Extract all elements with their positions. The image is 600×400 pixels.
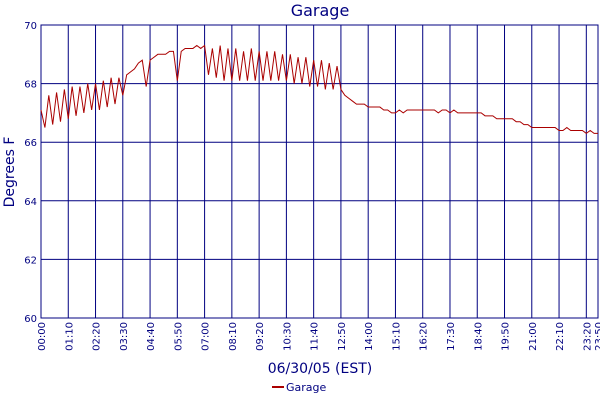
y-tick-label: 66 [24,138,37,149]
x-tick-label: 16:20 [419,322,430,351]
x-tick-label: 03:30 [119,322,130,351]
x-tick-label: 08:10 [228,322,239,351]
legend-label: Garage [286,381,327,394]
x-tick-label: 11:40 [310,322,321,351]
chart-title: Garage [291,1,350,20]
plot-area [40,24,599,319]
y-axis-label: Degrees F [2,137,18,208]
x-tick-label: 04:40 [146,322,157,351]
x-tick-label: 21:00 [528,322,539,351]
x-tick-label: 15:10 [391,322,402,351]
x-tick-label: 22:10 [555,322,566,351]
y-tick-label: 64 [24,197,37,208]
x-axis-label: 06/30/05 (EST) [268,361,373,377]
x-tick-label: 00:00 [37,322,48,351]
data-line [40,44,598,135]
x-tick-label: 10:30 [282,322,293,351]
x-tick-label: 05:50 [173,322,184,351]
y-tick-label: 68 [24,80,37,91]
x-tick-label: 01:10 [64,322,75,351]
y-tick-label: 62 [24,255,37,266]
x-tick-label: 18:40 [473,322,484,351]
x-tick-label: 23:20 [582,322,593,351]
x-tick-label: 12:50 [337,322,348,351]
y-tick-label: 70 [24,21,37,32]
x-tick-label: 19:50 [501,322,512,351]
x-tick-label: 02:20 [92,322,103,351]
x-tick-label: 23:50 [594,322,600,351]
x-tick-label: 14:00 [364,322,375,351]
y-tick-label: 60 [24,314,37,325]
x-tick-label: 09:20 [255,322,266,351]
x-tick-label: 17:30 [446,322,457,351]
x-tick-label: 07:00 [201,322,212,351]
